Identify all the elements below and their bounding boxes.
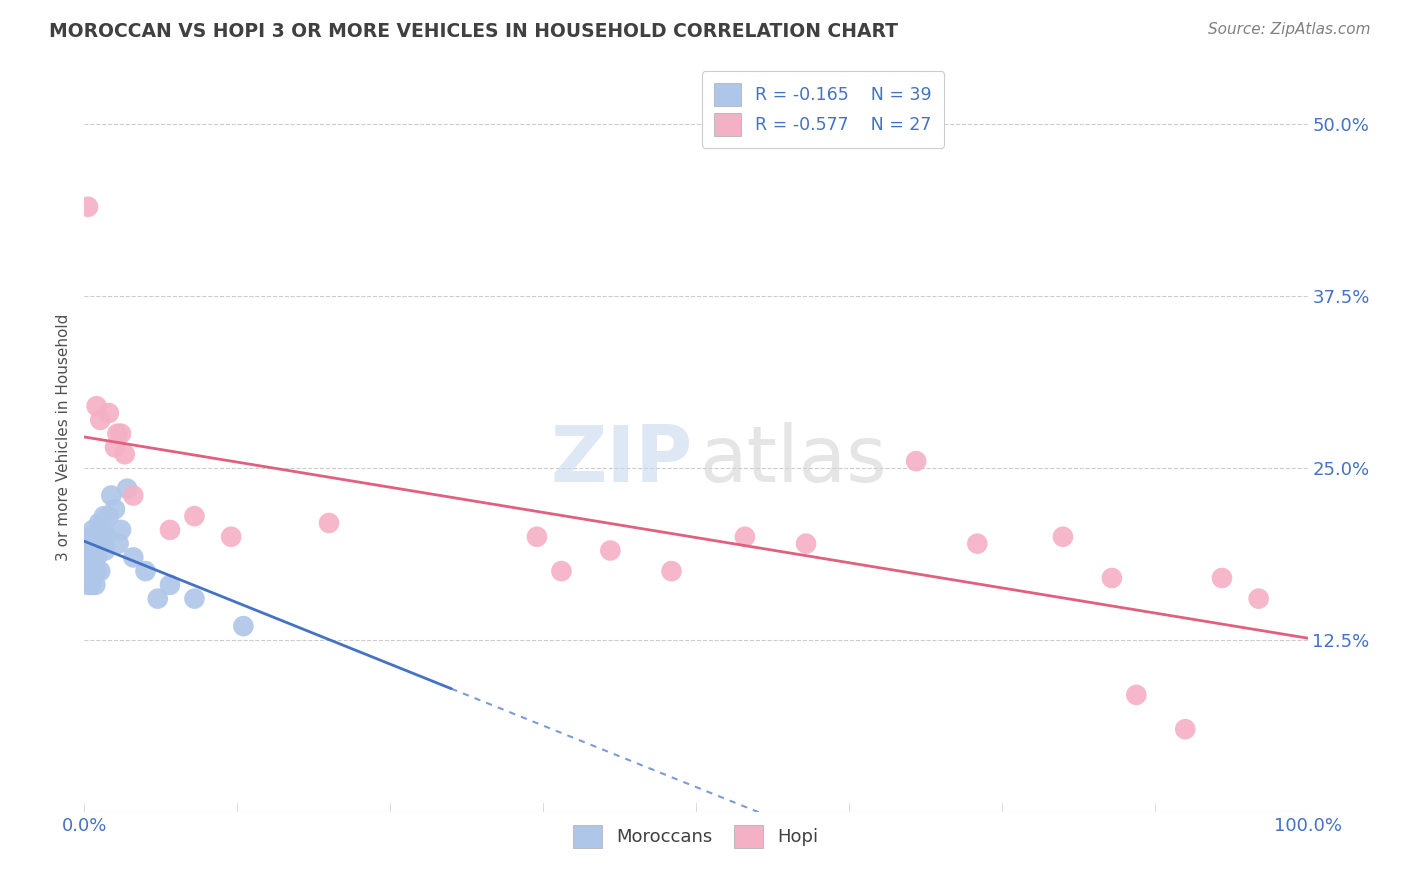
Point [734,530,756,544]
Point [82,523,104,537]
Point [159,578,181,592]
Text: atlas: atlas [700,422,887,498]
Point [87,536,110,550]
Point [318,516,340,530]
Point [84,578,107,592]
Point [87,516,110,530]
Point [89,564,111,578]
Point [104,502,127,516]
Point [1101,571,1123,585]
Text: MOROCCAN VS HOPI 3 OR MORE VEHICLES IN HOUSEHOLD CORRELATION CHART: MOROCCAN VS HOPI 3 OR MORE VEHICLES IN H… [49,22,898,41]
Point [122,550,145,565]
Point [77,550,100,565]
Point [107,536,129,550]
Point [114,447,136,461]
Point [115,482,138,496]
Point [526,530,548,544]
Point [80,550,103,565]
Point [93,509,115,524]
Point [599,543,621,558]
Point [75,536,97,550]
Legend: Moroccans, Hopi: Moroccans, Hopi [562,814,830,859]
Point [232,619,254,633]
Point [905,454,928,468]
Point [104,441,127,455]
Point [79,536,101,550]
Y-axis label: 3 or more Vehicles in Household: 3 or more Vehicles in Household [56,313,72,561]
Point [80,578,103,592]
Point [97,509,120,524]
Point [84,550,107,565]
Point [110,523,132,537]
Point [105,426,128,441]
Point [79,564,101,578]
Point [77,530,100,544]
Point [86,530,108,544]
Point [77,543,100,558]
Point [1247,591,1270,606]
Point [97,406,120,420]
Point [90,536,112,550]
Point [91,523,114,537]
Point [94,543,117,558]
Point [77,200,100,214]
Text: Source: ZipAtlas.com: Source: ZipAtlas.com [1208,22,1371,37]
Point [1174,723,1197,737]
Point [550,564,572,578]
Point [1211,571,1233,585]
Point [966,536,988,550]
Point [135,564,157,578]
Point [76,571,98,585]
Point [183,591,205,606]
Point [146,591,169,606]
Point [661,564,683,578]
Point [1125,688,1147,702]
Point [183,509,205,524]
Point [96,530,118,544]
Point [1052,530,1074,544]
Point [83,550,105,565]
Point [86,399,108,413]
Point [159,523,181,537]
Point [82,536,104,550]
Text: ZIP: ZIP [550,422,692,498]
Point [77,578,100,592]
Point [110,426,132,441]
Point [122,489,145,503]
Point [100,489,122,503]
Point [89,413,111,427]
Point [83,530,105,544]
Point [794,536,817,550]
Point [86,564,108,578]
Point [86,550,108,565]
Point [219,530,242,544]
